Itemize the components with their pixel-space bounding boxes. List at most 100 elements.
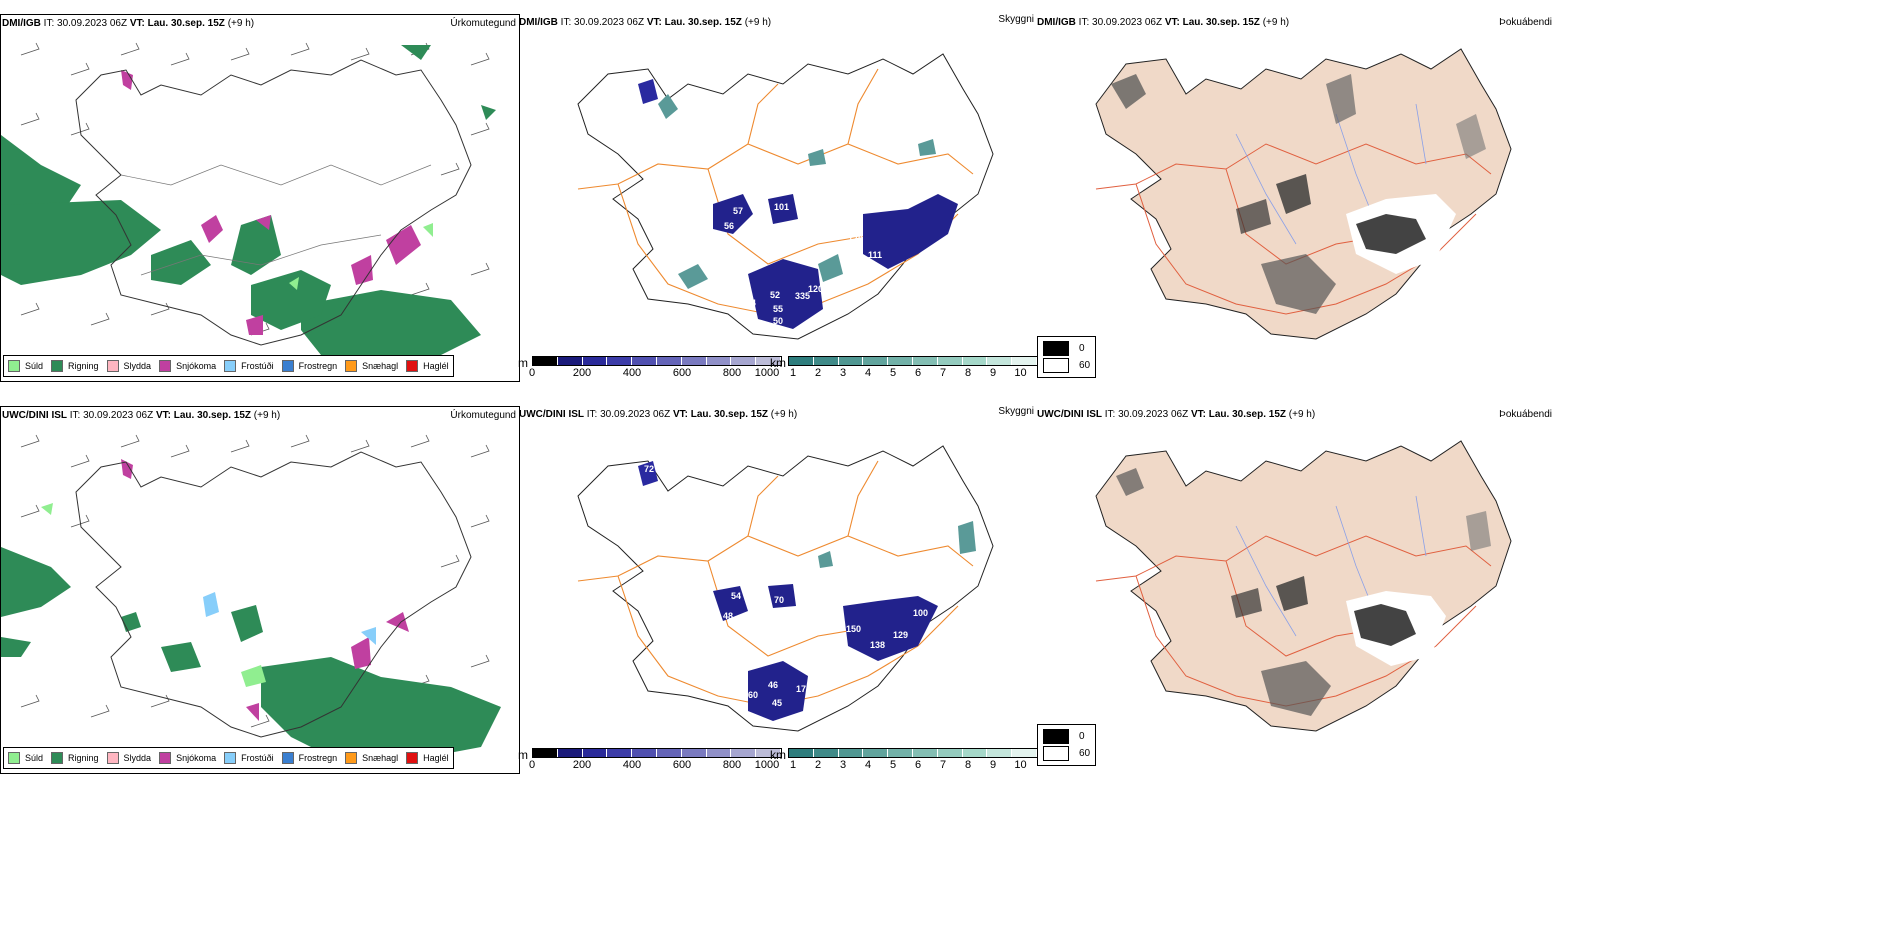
vis-label: 100 — [913, 608, 928, 618]
colorbar-tick: 9 — [989, 759, 997, 771]
legend-item-freezing-drizzle: Frostúði — [224, 360, 274, 372]
iceland-outline — [75, 451, 472, 738]
panel-header-bottom-mid: UWC/DINI ISL IT: 30.09.2023 06Z VT: Lau.… — [519, 409, 798, 420]
colorbar-tick: 7 — [939, 367, 947, 379]
colorbar-cells — [788, 748, 1038, 758]
colorbar-tick: 2 — [814, 367, 822, 379]
fog-legend-item: 0 — [1043, 340, 1090, 357]
visibility-km-colorbar-bottom: km 1 2 3 4 5 6 7 8 9 10 — [770, 748, 1038, 772]
precip-legend-top: Súld Rigning Slydda Snjókoma Frostúði Fr… — [3, 355, 454, 377]
legend-item-sleet: Slydda — [106, 752, 151, 764]
panel-header-top-left: DMI/IGB IT: 30.09.2023 06Z VT: Lau. 30.s… — [2, 18, 255, 29]
fog-shading — [1116, 468, 1491, 716]
vis-label: 106 — [698, 226, 713, 236]
vis-label: 111 — [868, 250, 882, 260]
legend-item-snow: Snjókoma — [159, 360, 216, 372]
legend-item-snow-grains: Snæhagl — [345, 752, 398, 764]
roads — [120, 164, 432, 276]
precip-type-panel-top: DMI/IGB IT: 30.09.2023 06Z VT: Lau. 30.s… — [0, 14, 520, 382]
colorbar-tick: 1000 — [754, 759, 780, 771]
vis-label: 73 — [760, 218, 770, 228]
precip-map-bottom — [1, 434, 501, 762]
colorbar-tick: 3 — [839, 759, 847, 771]
wind-barbs — [20, 42, 490, 336]
vis-label: 171 — [796, 684, 811, 694]
colorbar-tick: 8 — [964, 759, 972, 771]
colorbar-tick: 0 — [528, 759, 536, 771]
legend-item-freezing-drizzle: Frostúði — [224, 752, 274, 764]
colorbar-unit: km — [770, 748, 786, 762]
colorbar-tick: 400 — [622, 367, 642, 379]
legend-item-drizzle: Súld — [8, 360, 43, 372]
legend-item-hail: Haglél — [406, 360, 449, 372]
fog-legend-bottom: 0 60 — [1037, 724, 1097, 766]
colorbar-tick: 0 — [528, 367, 536, 379]
colorbar-tick: 1 — [789, 367, 797, 379]
visibility-map-bottom: 72 54 70 48 150 100 129 138 46 60 45 171… — [577, 445, 994, 732]
legend-item-freezing-rain: Frostregn — [281, 752, 337, 764]
snow-areas — [121, 459, 409, 721]
visibility-value-labels: 57 101 56 106 73 178 111 52 64 335 120 5… — [698, 202, 882, 326]
visibility-value-labels: 72 54 70 48 150 100 129 138 46 60 45 171… — [644, 464, 928, 708]
colorbar-tick: 8 — [964, 367, 972, 379]
fog-panel-bottom: UWC/DINI ISL IT: 30.09.2023 06Z VT: Lau.… — [1036, 406, 1554, 772]
visibility-km-colorbar-top: km 1 2 3 4 5 6 7 8 9 10 — [770, 356, 1038, 380]
fog-shading — [1111, 74, 1486, 314]
vis-label: 102 — [740, 314, 755, 324]
vis-label: 46 — [768, 680, 778, 690]
legend-item-drizzle: Súld — [8, 752, 43, 764]
colorbar-tick: 200 — [572, 759, 592, 771]
colorbar-tick: 6 — [914, 367, 922, 379]
legend-item-freezing-rain: Frostregn — [281, 360, 337, 372]
vis-label: 103 — [810, 678, 825, 688]
vis-label: 150 — [846, 624, 861, 634]
colorbar-tick: 10 — [1014, 759, 1027, 771]
colorbar-tick: 5 — [889, 759, 897, 771]
vis-label: 45 — [772, 698, 782, 708]
colorbar-unit: m — [518, 748, 528, 762]
legend-item-rain: Rigning — [51, 752, 99, 764]
colorbar-tick: 3 — [839, 367, 847, 379]
panel-header-top-right: DMI/IGB IT: 30.09.2023 06Z VT: Lau. 30.s… — [1037, 17, 1290, 28]
colorbar-tick: 9 — [989, 367, 997, 379]
vis-label: 120 — [808, 284, 823, 294]
colorbar-tick: 600 — [672, 759, 692, 771]
vis-label: 72 — [644, 464, 654, 474]
rain-areas — [1, 547, 501, 762]
colorbar-tick: 7 — [939, 759, 947, 771]
colorbar-unit: km — [770, 356, 786, 370]
drizzle-areas — [289, 223, 433, 290]
vis-label: 129 — [893, 630, 908, 640]
panel-title-visibility-bottom: Skyggni — [998, 406, 1034, 417]
vis-label: 50 — [773, 316, 783, 326]
roads — [577, 460, 974, 707]
legend-item-snow-grains: Snæhagl — [345, 360, 398, 372]
panel-header-top-mid: DMI/IGB IT: 30.09.2023 06Z VT: Lau. 30.s… — [519, 17, 772, 28]
fog-legend-top: 0 60 — [1037, 336, 1097, 378]
precip-type-panel-bottom: UWC/DINI ISL IT: 30.09.2023 06Z VT: Lau.… — [0, 406, 520, 774]
vis-label: 56 — [724, 221, 734, 231]
precip-legend-bottom: Súld Rigning Slydda Snjókoma Frostúði Fr… — [3, 747, 454, 769]
panel-title-precip-top: Úrkomutegund — [450, 18, 516, 29]
colorbar-tick: 4 — [864, 367, 872, 379]
colorbar-tick: 1000 — [754, 367, 780, 379]
vis-label: 54 — [731, 591, 741, 601]
panel-title-fog-top: Þokuábendi — [1499, 17, 1552, 28]
vis-label: 36 — [833, 218, 843, 228]
fog-legend-item: 60 — [1043, 357, 1090, 374]
vis-label: 101 — [774, 202, 789, 212]
fog-map-bottom — [1095, 440, 1512, 732]
visibility-panel-bottom: 72 54 70 48 150 100 129 138 46 60 45 171… — [518, 406, 1036, 772]
colorbar-tick: 10 — [1014, 367, 1027, 379]
vis-label: 57 — [733, 206, 743, 216]
vis-label: 64 — [746, 298, 756, 308]
visibility-m-colorbar-top: m 0 200 400 600 800 1000 — [518, 356, 782, 380]
drizzle-areas — [41, 503, 266, 687]
rain-areas — [1, 45, 496, 365]
fog-legend-item: 0 — [1043, 728, 1090, 745]
iceland-outline — [75, 59, 472, 346]
low-visibility-areas — [638, 79, 958, 329]
colorbar-cells — [532, 748, 782, 758]
panel-header-bottom-right: UWC/DINI ISL IT: 30.09.2023 06Z VT: Lau.… — [1037, 409, 1316, 420]
colorbar-tick: 4 — [864, 759, 872, 771]
